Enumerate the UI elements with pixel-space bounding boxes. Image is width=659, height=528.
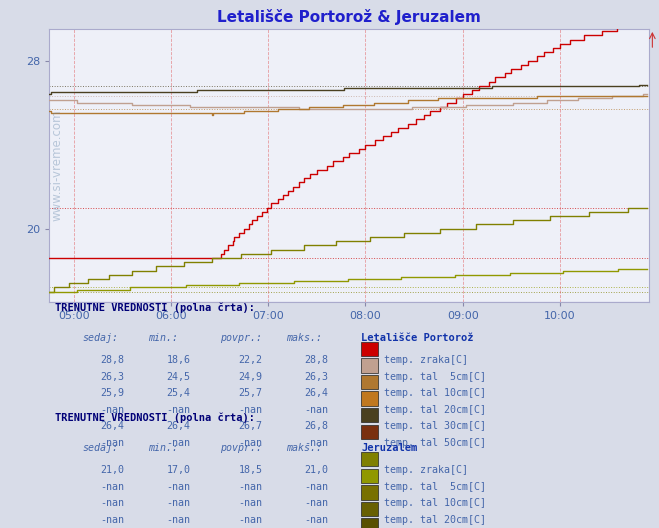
Text: -nan: -nan xyxy=(166,498,190,508)
Text: maks.:: maks.: xyxy=(286,444,322,454)
Text: -nan: -nan xyxy=(239,438,262,448)
Bar xyxy=(361,359,378,373)
Text: -nan: -nan xyxy=(100,498,125,508)
Text: temp. zraka[C]: temp. zraka[C] xyxy=(384,355,468,365)
Text: 18,6: 18,6 xyxy=(166,355,190,365)
Text: 22,2: 22,2 xyxy=(239,355,262,365)
Text: 26,8: 26,8 xyxy=(304,421,328,431)
Text: sedaj:: sedaj: xyxy=(82,333,119,343)
Text: 25,7: 25,7 xyxy=(239,388,262,398)
Text: -nan: -nan xyxy=(304,482,328,492)
Text: -nan: -nan xyxy=(239,482,262,492)
Text: -nan: -nan xyxy=(239,515,262,525)
Text: temp. tal 10cm[C]: temp. tal 10cm[C] xyxy=(384,388,486,398)
Text: -nan: -nan xyxy=(100,515,125,525)
Text: -nan: -nan xyxy=(166,482,190,492)
Bar xyxy=(361,502,378,516)
Text: 17,0: 17,0 xyxy=(166,465,190,475)
Bar xyxy=(361,518,378,528)
Text: -nan: -nan xyxy=(100,482,125,492)
Text: 28,8: 28,8 xyxy=(304,355,328,365)
Bar xyxy=(361,342,378,356)
Bar xyxy=(361,408,378,422)
Text: -nan: -nan xyxy=(239,404,262,414)
Text: 28,8: 28,8 xyxy=(100,355,125,365)
Text: 26,4: 26,4 xyxy=(100,421,125,431)
Text: 26,3: 26,3 xyxy=(100,372,125,382)
Text: TRENUTNE VREDNOSTI (polna črta):: TRENUTNE VREDNOSTI (polna črta): xyxy=(55,412,256,423)
Text: 21,0: 21,0 xyxy=(100,465,125,475)
Text: temp. tal 30cm[C]: temp. tal 30cm[C] xyxy=(384,421,486,431)
Bar xyxy=(361,485,378,499)
Text: temp. tal  5cm[C]: temp. tal 5cm[C] xyxy=(384,482,486,492)
Text: min.:: min.: xyxy=(148,333,179,343)
Text: 25,4: 25,4 xyxy=(166,388,190,398)
Text: Jeruzalem: Jeruzalem xyxy=(361,444,418,454)
Text: 26,7: 26,7 xyxy=(239,421,262,431)
Text: -nan: -nan xyxy=(166,515,190,525)
Text: maks.:: maks.: xyxy=(286,333,322,343)
Text: -nan: -nan xyxy=(100,438,125,448)
Text: 26,4: 26,4 xyxy=(166,421,190,431)
Bar xyxy=(361,452,378,466)
Text: 24,5: 24,5 xyxy=(166,372,190,382)
Text: TRENUTNE VREDNOSTI (polna črta):: TRENUTNE VREDNOSTI (polna črta): xyxy=(55,302,256,313)
Text: temp. tal 20cm[C]: temp. tal 20cm[C] xyxy=(384,515,486,525)
Text: Letališče Portorož: Letališče Portorož xyxy=(361,333,474,343)
Bar xyxy=(361,425,378,439)
Text: povpr.:: povpr.: xyxy=(220,444,262,454)
Text: -nan: -nan xyxy=(304,498,328,508)
Text: temp. zraka[C]: temp. zraka[C] xyxy=(384,465,468,475)
Text: 21,0: 21,0 xyxy=(304,465,328,475)
Title: Letališče Portorož & Jeruzalem: Letališče Portorož & Jeruzalem xyxy=(217,9,481,25)
Text: 24,9: 24,9 xyxy=(239,372,262,382)
Text: 26,3: 26,3 xyxy=(304,372,328,382)
Text: povpr.:: povpr.: xyxy=(220,333,262,343)
Text: -nan: -nan xyxy=(304,438,328,448)
Text: temp. tal 10cm[C]: temp. tal 10cm[C] xyxy=(384,498,486,508)
Text: -nan: -nan xyxy=(166,438,190,448)
Text: -nan: -nan xyxy=(304,515,328,525)
Text: temp. tal 20cm[C]: temp. tal 20cm[C] xyxy=(384,404,486,414)
Text: -nan: -nan xyxy=(304,404,328,414)
Bar xyxy=(361,469,378,483)
Text: 26,4: 26,4 xyxy=(304,388,328,398)
Text: temp. tal 50cm[C]: temp. tal 50cm[C] xyxy=(384,438,486,448)
Bar xyxy=(361,375,378,389)
Bar xyxy=(361,391,378,406)
Text: -nan: -nan xyxy=(100,404,125,414)
Text: 18,5: 18,5 xyxy=(239,465,262,475)
Text: -nan: -nan xyxy=(239,498,262,508)
Text: sedaj:: sedaj: xyxy=(82,444,119,454)
Text: temp. tal  5cm[C]: temp. tal 5cm[C] xyxy=(384,372,486,382)
Text: min.:: min.: xyxy=(148,444,179,454)
Text: 25,9: 25,9 xyxy=(100,388,125,398)
Text: www.si-vreme.com: www.si-vreme.com xyxy=(51,110,64,221)
Text: -nan: -nan xyxy=(166,404,190,414)
